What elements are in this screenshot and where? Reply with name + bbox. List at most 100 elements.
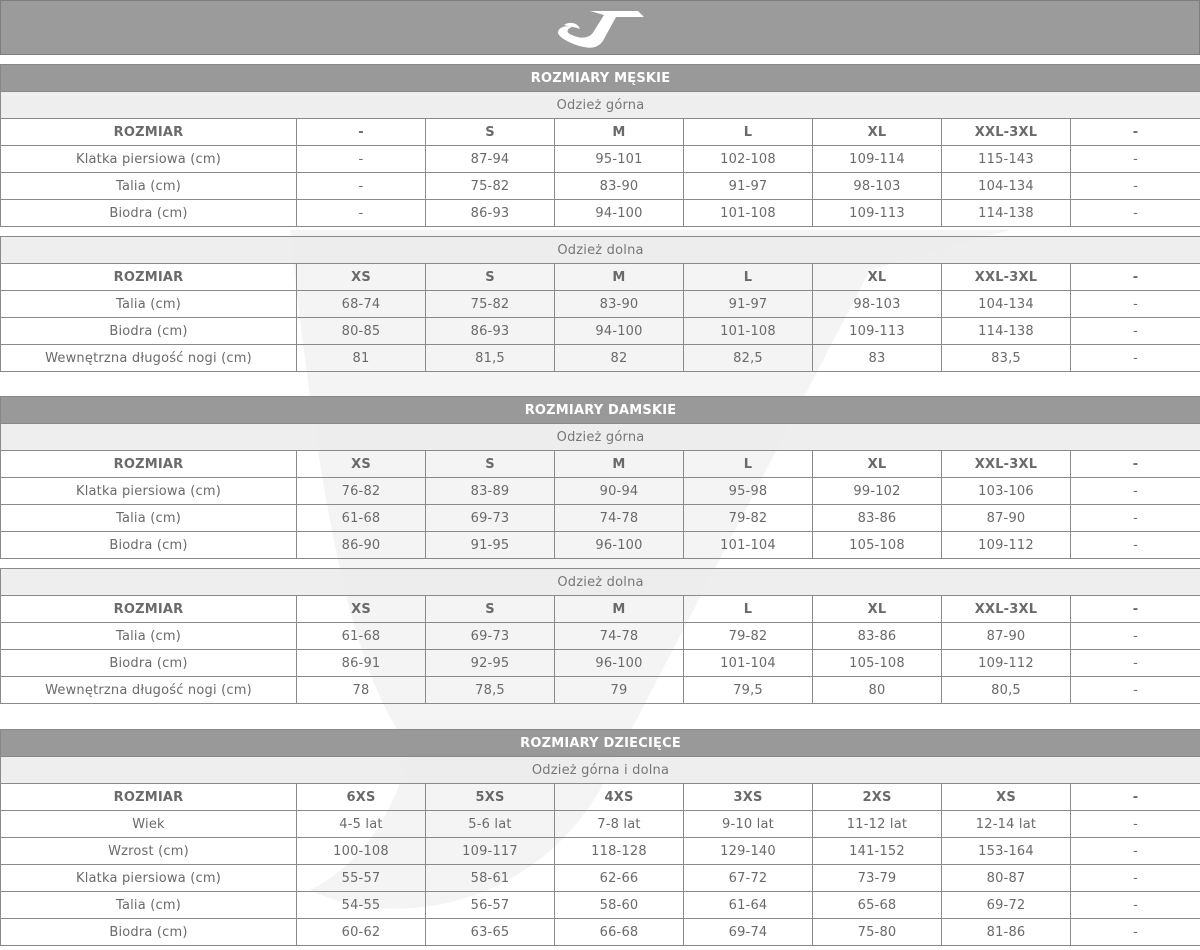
- measurement-value: 90-94: [555, 478, 684, 505]
- measurement-value: 69-73: [426, 623, 555, 650]
- measurement-label: Klatka piersiowa (cm): [1, 478, 297, 505]
- size-column-header: XL: [813, 596, 942, 623]
- measurement-value: 86-90: [297, 532, 426, 559]
- size-column-header: M: [555, 264, 684, 291]
- measurement-value: 69-73: [426, 505, 555, 532]
- measurement-value: 81-86: [942, 919, 1071, 946]
- measurement-label: Biodra (cm): [1, 200, 297, 227]
- size-column-header: 2XS: [813, 784, 942, 811]
- measurement-value: 82,5: [684, 345, 813, 372]
- measurement-value: 83,5: [942, 345, 1071, 372]
- size-column-header: L: [684, 119, 813, 146]
- measurement-value: 83-86: [813, 505, 942, 532]
- measurement-label: Klatka piersiowa (cm): [1, 865, 297, 892]
- measurement-value: 101-104: [684, 532, 813, 559]
- size-column-header: 4XS: [555, 784, 684, 811]
- measurement-value: 79-82: [684, 505, 813, 532]
- table-subtitle: Odzież górna: [1, 424, 1200, 451]
- size-column-header: -: [1071, 784, 1200, 811]
- measurement-value: 75-82: [426, 173, 555, 200]
- measurement-value: -: [1071, 650, 1200, 677]
- measurement-value: 80-85: [297, 318, 426, 345]
- measurement-value: 101-104: [684, 650, 813, 677]
- measurement-label: Wzrost (cm): [1, 838, 297, 865]
- measurement-value: 87-94: [426, 146, 555, 173]
- size-column-header: 5XS: [426, 784, 555, 811]
- measurement-value: -: [1071, 505, 1200, 532]
- measurement-value: -: [1071, 532, 1200, 559]
- measurement-value: 80,5: [942, 677, 1071, 704]
- measurement-value: 86-93: [426, 318, 555, 345]
- section-title-row: ROZMIARY DZIECIĘCE: [1, 730, 1200, 757]
- size-column-header: M: [555, 596, 684, 623]
- measurement-value: 74-78: [555, 505, 684, 532]
- measurement-value: 83-89: [426, 478, 555, 505]
- measurement-value: 92-95: [426, 650, 555, 677]
- measurement-value: 83-86: [813, 623, 942, 650]
- measurement-value: 109-113: [813, 200, 942, 227]
- size-column-header: S: [426, 451, 555, 478]
- table-subtitle: Odzież dolna: [1, 237, 1200, 264]
- measurement-label: Talia (cm): [1, 291, 297, 318]
- measurement-value: -: [1071, 865, 1200, 892]
- size-column-header: M: [555, 451, 684, 478]
- measurement-value: 109-112: [942, 650, 1071, 677]
- measurement-label: Talia (cm): [1, 623, 297, 650]
- measurement-value: 87-90: [942, 623, 1071, 650]
- measurement-value: 80-87: [942, 865, 1071, 892]
- measurement-value: 81: [297, 345, 426, 372]
- table-subtitle: Odzież górna: [1, 92, 1200, 119]
- measurement-value: -: [1071, 811, 1200, 838]
- measurement-value: 109-117: [426, 838, 555, 865]
- header-label: ROZMIAR: [1, 784, 297, 811]
- measurement-value: 68-74: [297, 291, 426, 318]
- size-column-header: XXL-3XL: [942, 451, 1071, 478]
- measurement-value: 5-6 lat: [426, 811, 555, 838]
- measurement-value: 100-108: [297, 838, 426, 865]
- section-title: ROZMIARY MĘSKIE: [1, 65, 1200, 92]
- measurement-value: 54-55: [297, 892, 426, 919]
- size-column-header: XS: [297, 451, 426, 478]
- measurement-value: 114-138: [942, 318, 1071, 345]
- measurement-value: -: [1071, 146, 1200, 173]
- measurement-value: 79: [555, 677, 684, 704]
- measurement-value: 115-143: [942, 146, 1071, 173]
- size-column-header: XS: [297, 264, 426, 291]
- size-column-header: L: [684, 264, 813, 291]
- measurement-value: 79-82: [684, 623, 813, 650]
- measurement-value: 75-82: [426, 291, 555, 318]
- measurement-value: 141-152: [813, 838, 942, 865]
- measurement-label: Wewnętrzna długość nogi (cm): [1, 677, 297, 704]
- header-label: ROZMIAR: [1, 451, 297, 478]
- measurement-value: 91-97: [684, 173, 813, 200]
- subtitle-row: Odzież górna: [1, 424, 1200, 451]
- size-column-header: -: [1071, 596, 1200, 623]
- section-title-row: ROZMIARY DAMSKIE: [1, 397, 1200, 424]
- size-column-header: S: [426, 264, 555, 291]
- measurement-value: 109-112: [942, 532, 1071, 559]
- size-column-header: -: [1071, 264, 1200, 291]
- measurement-value: 69-72: [942, 892, 1071, 919]
- header-label: ROZMIAR: [1, 596, 297, 623]
- measurement-value: 9-10 lat: [684, 811, 813, 838]
- measurement-value: 61-68: [297, 623, 426, 650]
- size-column-header: -: [1071, 451, 1200, 478]
- measurement-value: 153-164: [942, 838, 1071, 865]
- measurement-value: 98-103: [813, 291, 942, 318]
- measurement-value: 58-60: [555, 892, 684, 919]
- measurement-value: 7-8 lat: [555, 811, 684, 838]
- measurement-value: 94-100: [555, 200, 684, 227]
- header-label: ROZMIAR: [1, 119, 297, 146]
- subtitle-row: Odzież dolna: [1, 569, 1200, 596]
- measurement-value: 96-100: [555, 532, 684, 559]
